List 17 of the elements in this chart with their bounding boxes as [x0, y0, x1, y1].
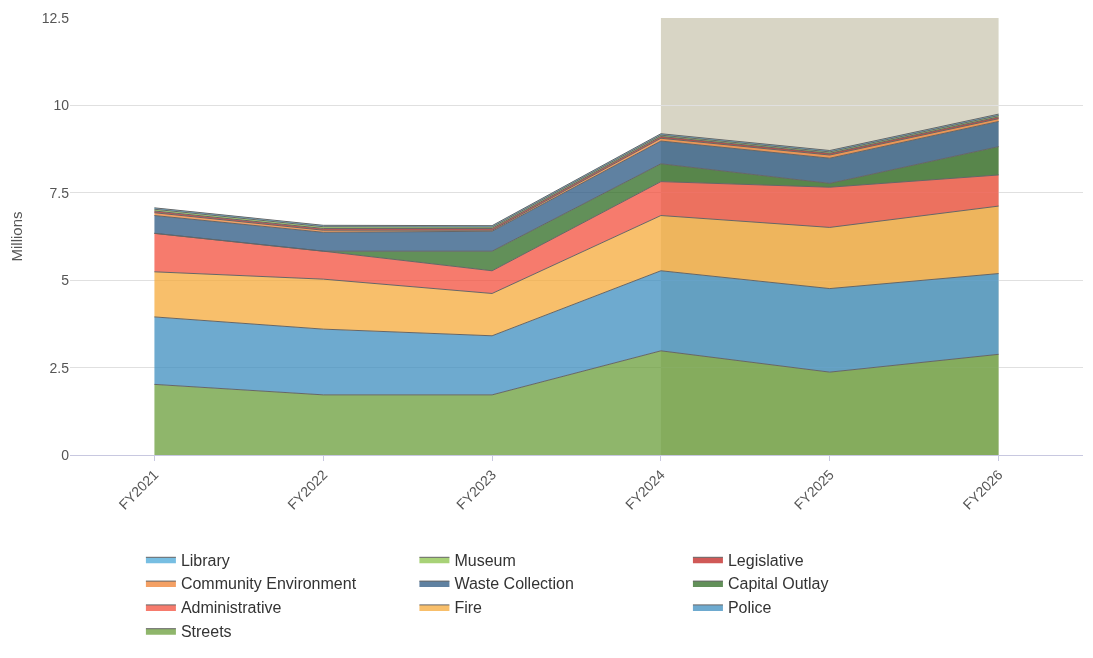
y-tick-label: 0: [61, 446, 70, 463]
legend-label: Capital Outlay: [727, 575, 829, 593]
legend-label: Police: [727, 599, 772, 617]
legend-label: Fire: [454, 599, 483, 617]
legend-label: Community Environment: [180, 575, 357, 593]
legend-label: Museum: [454, 551, 516, 569]
legend-label: Streets: [180, 622, 232, 640]
y-tick-label: 5: [61, 272, 70, 289]
y-tick-label: 2.5: [49, 359, 70, 376]
legend-label: Library: [180, 551, 230, 569]
y-axis-title: Millions: [8, 211, 25, 262]
y-tick-label: 7.5: [49, 184, 70, 201]
y-tick-label: 10: [53, 97, 70, 114]
legend-label: Legislative: [727, 551, 804, 569]
y-tick-label: 12.5: [41, 9, 70, 26]
legend-label: Administrative: [180, 599, 282, 617]
legend-label: Waste Collection: [454, 575, 574, 593]
